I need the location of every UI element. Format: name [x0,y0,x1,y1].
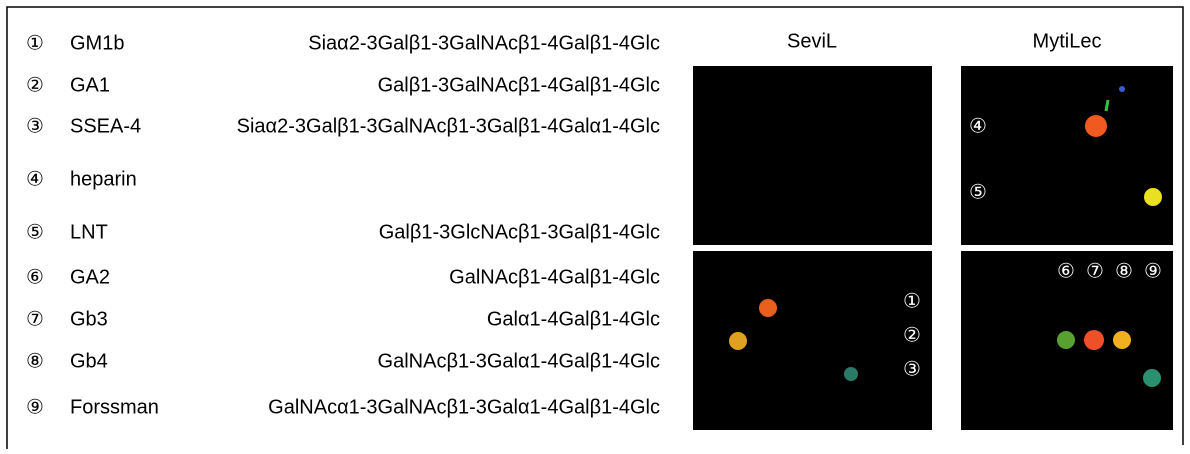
glycan-name: SSEA-4 [70,115,141,137]
spot-label: ③ [903,358,921,380]
spot-label: ⑦ [1086,260,1104,282]
figure: SeviL MytiLec ① ② ③ ④ ⑤ ⑥ ⑦ ⑧ ⑨ ① GM1b Sia… [0,0,1190,449]
glycan-structure: Siaα2-3Galβ1-3GalNAcβ1-3Galβ1-4Galα1-4Gl… [237,115,660,137]
spot-label: ① [903,290,921,312]
glycan-name: LNT [70,221,108,243]
glycan-name: GA1 [70,74,110,96]
glycan-name: heparin [70,168,137,190]
spot [1084,330,1104,350]
panel-title: MytiLec [1033,30,1102,52]
row-number: ① [26,32,44,54]
glycan-name: Forssman [70,396,159,418]
glycan-name: Gb4 [70,350,108,372]
glycan-name: Gb3 [70,308,108,330]
spot [1119,86,1125,92]
glycan-structure: Galα1-4Galβ1-4Glc [487,308,660,330]
glycan-name: GA2 [70,266,110,288]
spot-label: ② [903,324,921,346]
row-number: ⑤ [26,221,44,243]
image-panel [693,251,932,430]
spot [844,367,858,381]
glycan-structure: GalNAcβ1-3Galα1-4Galβ1-4Glc [378,350,660,372]
spot [729,332,747,350]
spot [1143,369,1161,387]
spot-label: ⑥ [1057,260,1075,282]
row-number: ⑥ [26,266,44,288]
image-panel [961,66,1173,245]
glycan-structure: GalNAcα1-3GalNAcβ1-3Galα1-4Galβ1-4Glc [268,396,660,418]
glycan-structure: Siaα2-3Galβ1-3GalNAcβ1-4Galβ1-4Glc [308,32,660,54]
row-number: ③ [26,115,44,137]
row-number: ② [26,74,44,96]
glycan-name: GM1b [70,32,124,54]
spot-label: ⑤ [969,181,987,203]
spot-label: ⑧ [1115,260,1133,282]
glycan-structure: Galβ1-3GalNAcβ1-4Galβ1-4Glc [378,74,660,96]
glycan-structure: GalNAcβ1-4Galβ1-4Glc [449,266,660,288]
panel-title: SeviL [787,30,837,52]
image-panel [693,66,932,245]
row-number: ④ [26,168,44,190]
spot [759,299,777,317]
spot [1113,331,1131,349]
row-number: ⑨ [26,396,44,418]
spot [1144,188,1162,206]
spot [1057,331,1075,349]
spot-label: ④ [969,115,987,137]
spot [1085,115,1107,137]
spot-label: ⑨ [1144,260,1162,282]
spot [1106,100,1108,111]
row-number: ⑦ [26,308,44,330]
glycan-structure: Galβ1-3GlcNAcβ1-3Galβ1-4Glc [379,221,660,243]
row-number: ⑧ [26,350,44,372]
